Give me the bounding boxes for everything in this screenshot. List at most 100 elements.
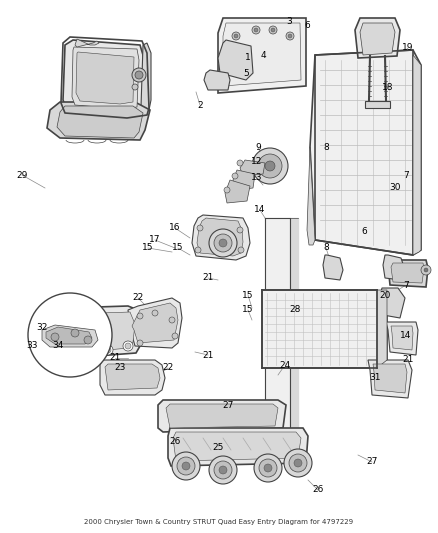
Circle shape [265,161,275,171]
Text: 21: 21 [202,273,214,282]
Circle shape [232,32,240,40]
Circle shape [219,466,227,474]
Circle shape [125,343,131,349]
Text: 20: 20 [379,290,391,300]
Text: 14: 14 [400,330,412,340]
Text: 26: 26 [170,438,181,447]
Circle shape [294,459,302,467]
Circle shape [254,28,258,32]
Text: 22: 22 [132,294,144,303]
Text: 32: 32 [36,324,48,333]
Circle shape [83,345,93,355]
Text: 27: 27 [366,457,378,466]
Circle shape [289,454,307,472]
Circle shape [69,317,75,323]
Circle shape [169,317,175,323]
Circle shape [135,71,143,79]
Text: 13: 13 [251,174,263,182]
Polygon shape [225,180,250,203]
Circle shape [209,456,237,484]
Text: 16: 16 [169,223,181,232]
Polygon shape [413,55,421,255]
Polygon shape [310,50,421,255]
Circle shape [234,34,238,38]
Circle shape [105,347,111,353]
Polygon shape [46,327,92,344]
Polygon shape [166,404,278,428]
Text: 29: 29 [16,171,28,180]
Circle shape [214,234,232,252]
Text: 2000 Chrysler Town & Country STRUT Quad Easy Entry Diagram for 4797229: 2000 Chrysler Town & Country STRUT Quad … [85,519,353,525]
Polygon shape [75,39,99,47]
Circle shape [177,457,195,475]
Polygon shape [391,263,424,283]
Text: 22: 22 [162,364,173,373]
Circle shape [85,347,91,353]
Circle shape [137,340,143,346]
Circle shape [252,26,260,34]
Circle shape [67,315,77,325]
Circle shape [51,333,59,341]
Polygon shape [386,322,418,355]
Polygon shape [233,170,255,190]
Circle shape [172,333,178,339]
Polygon shape [57,106,143,138]
Text: 33: 33 [26,341,38,350]
Circle shape [71,329,79,337]
Polygon shape [128,298,182,348]
Polygon shape [383,255,405,280]
Text: 15: 15 [242,305,254,314]
Circle shape [269,26,277,34]
Text: 19: 19 [402,44,414,52]
Text: 21: 21 [110,353,121,362]
Text: 25: 25 [212,443,224,453]
Text: 34: 34 [52,341,64,350]
Polygon shape [373,364,407,393]
Text: 6: 6 [361,228,367,237]
Circle shape [258,154,282,178]
Text: 6: 6 [304,20,310,29]
Circle shape [172,452,200,480]
Polygon shape [240,160,265,176]
Text: 15: 15 [172,244,184,253]
Circle shape [152,310,158,316]
Polygon shape [197,218,243,256]
Text: 2: 2 [197,101,203,109]
Text: 8: 8 [323,143,329,152]
Circle shape [182,462,190,470]
Text: 18: 18 [382,84,394,93]
Polygon shape [60,306,142,358]
Polygon shape [105,364,160,390]
Text: 30: 30 [389,183,401,192]
Circle shape [123,341,133,351]
Circle shape [286,32,294,40]
Polygon shape [388,260,428,287]
Circle shape [103,345,113,355]
Circle shape [69,343,75,349]
Circle shape [237,160,243,166]
Circle shape [209,229,237,257]
Text: 4: 4 [260,51,266,60]
Text: 15: 15 [142,244,154,253]
Circle shape [28,293,112,377]
Circle shape [132,84,138,90]
Polygon shape [355,18,400,58]
Polygon shape [132,303,178,343]
Circle shape [137,313,143,319]
Text: 7: 7 [403,171,409,180]
Circle shape [219,239,227,247]
Text: 26: 26 [312,486,324,495]
Polygon shape [380,288,405,318]
Circle shape [238,247,244,253]
Text: 23: 23 [114,364,126,373]
Circle shape [84,336,92,344]
Text: 1: 1 [245,53,251,62]
Circle shape [259,459,277,477]
Circle shape [424,268,428,272]
Polygon shape [192,215,250,260]
Polygon shape [158,400,286,432]
Text: 12: 12 [251,157,263,166]
Polygon shape [47,102,150,140]
Polygon shape [63,40,145,115]
Polygon shape [68,312,135,353]
